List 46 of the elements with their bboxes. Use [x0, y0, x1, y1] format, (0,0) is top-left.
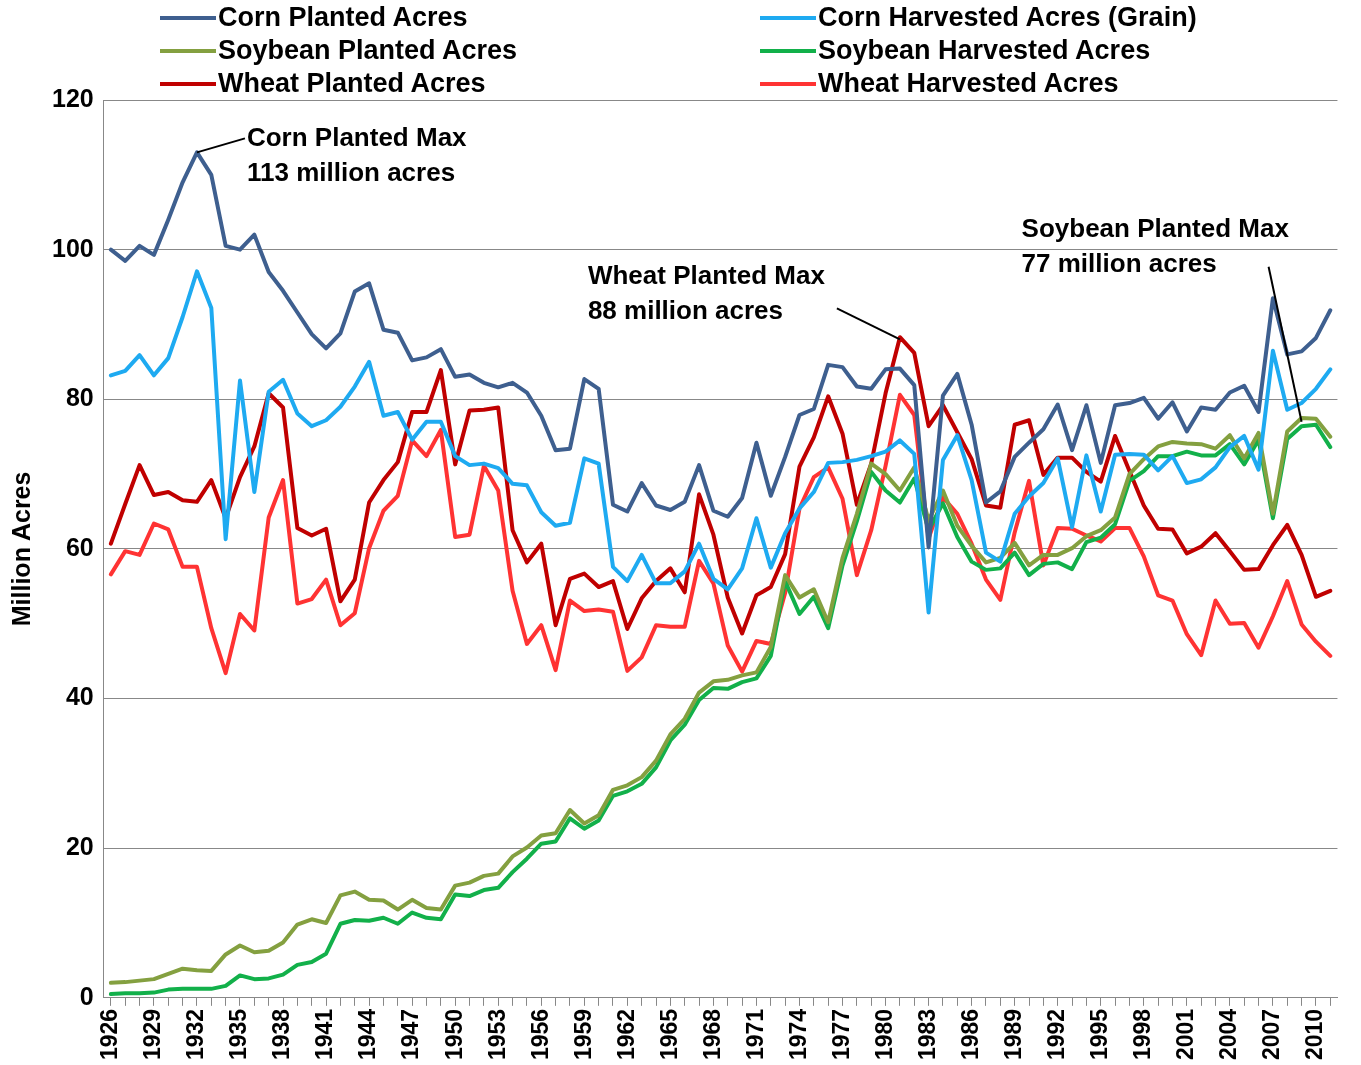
x-tick-label: 1941	[311, 1008, 338, 1061]
y-tick-label: 120	[51, 83, 94, 112]
x-tick-label: 1965	[655, 1008, 682, 1061]
x-tick-label: 1938	[268, 1008, 295, 1061]
x-tick-label: 2007	[1258, 1008, 1285, 1061]
y-tick-label: 100	[51, 233, 94, 262]
legend-label: Wheat Harvested Acres	[818, 68, 1119, 99]
x-tick-label: 1956	[526, 1008, 553, 1061]
x-tick-label: 2004	[1215, 1008, 1242, 1061]
x-tick-label: 1950	[440, 1008, 467, 1061]
y-tick-label: 60	[65, 532, 94, 561]
x-tick-label: 1944	[354, 1008, 381, 1061]
x-tick-label: 1947	[397, 1008, 424, 1061]
x-tick-label: 1929	[139, 1008, 166, 1061]
y-tick-label: 40	[65, 682, 94, 711]
annotation: Soybean Planted Max 77 million acres	[1021, 212, 1290, 278]
annotation: Corn Planted Max 113 million acres	[246, 121, 468, 187]
x-tick-label: 1935	[225, 1008, 252, 1061]
x-tick-label: 1992	[1043, 1008, 1070, 1061]
x-tick-label: 2001	[1172, 1008, 1199, 1061]
legend-label: Corn Harvested Acres (Grain)	[818, 2, 1197, 33]
x-tick-label: 1932	[182, 1008, 209, 1061]
x-tick-label: 1995	[1086, 1008, 1113, 1061]
x-tick-label: 2010	[1301, 1008, 1328, 1061]
x-tick-label: 1998	[1129, 1008, 1156, 1061]
legend-label: Wheat Planted Acres	[218, 68, 486, 99]
x-tick-label: 1968	[698, 1008, 725, 1061]
x-tick-label: 1983	[913, 1008, 940, 1061]
x-tick-label: 1980	[870, 1008, 897, 1061]
annotation: Wheat Planted Max 88 million acres	[587, 259, 826, 325]
x-tick-label: 1926	[96, 1008, 123, 1061]
x-tick-label: 1953	[483, 1008, 510, 1061]
legend-label: Soybean Harvested Acres	[818, 35, 1151, 66]
x-tick-label: 1989	[1000, 1008, 1027, 1061]
x-tick-label: 1974	[784, 1008, 811, 1061]
legend-label: Soybean Planted Acres	[218, 35, 518, 66]
x-tick-label: 1962	[612, 1008, 639, 1061]
x-tick-label: 1986	[956, 1008, 983, 1061]
y-axis-title: Million Acres	[6, 471, 35, 627]
y-tick-label: 80	[65, 383, 94, 412]
x-tick-label: 1971	[741, 1008, 768, 1061]
legend-label: Corn Planted Acres	[218, 2, 468, 33]
y-tick-label: 0	[79, 981, 94, 1010]
x-tick-label: 1959	[569, 1008, 596, 1061]
x-tick-label: 1977	[827, 1008, 854, 1061]
y-tick-label: 20	[65, 832, 94, 861]
